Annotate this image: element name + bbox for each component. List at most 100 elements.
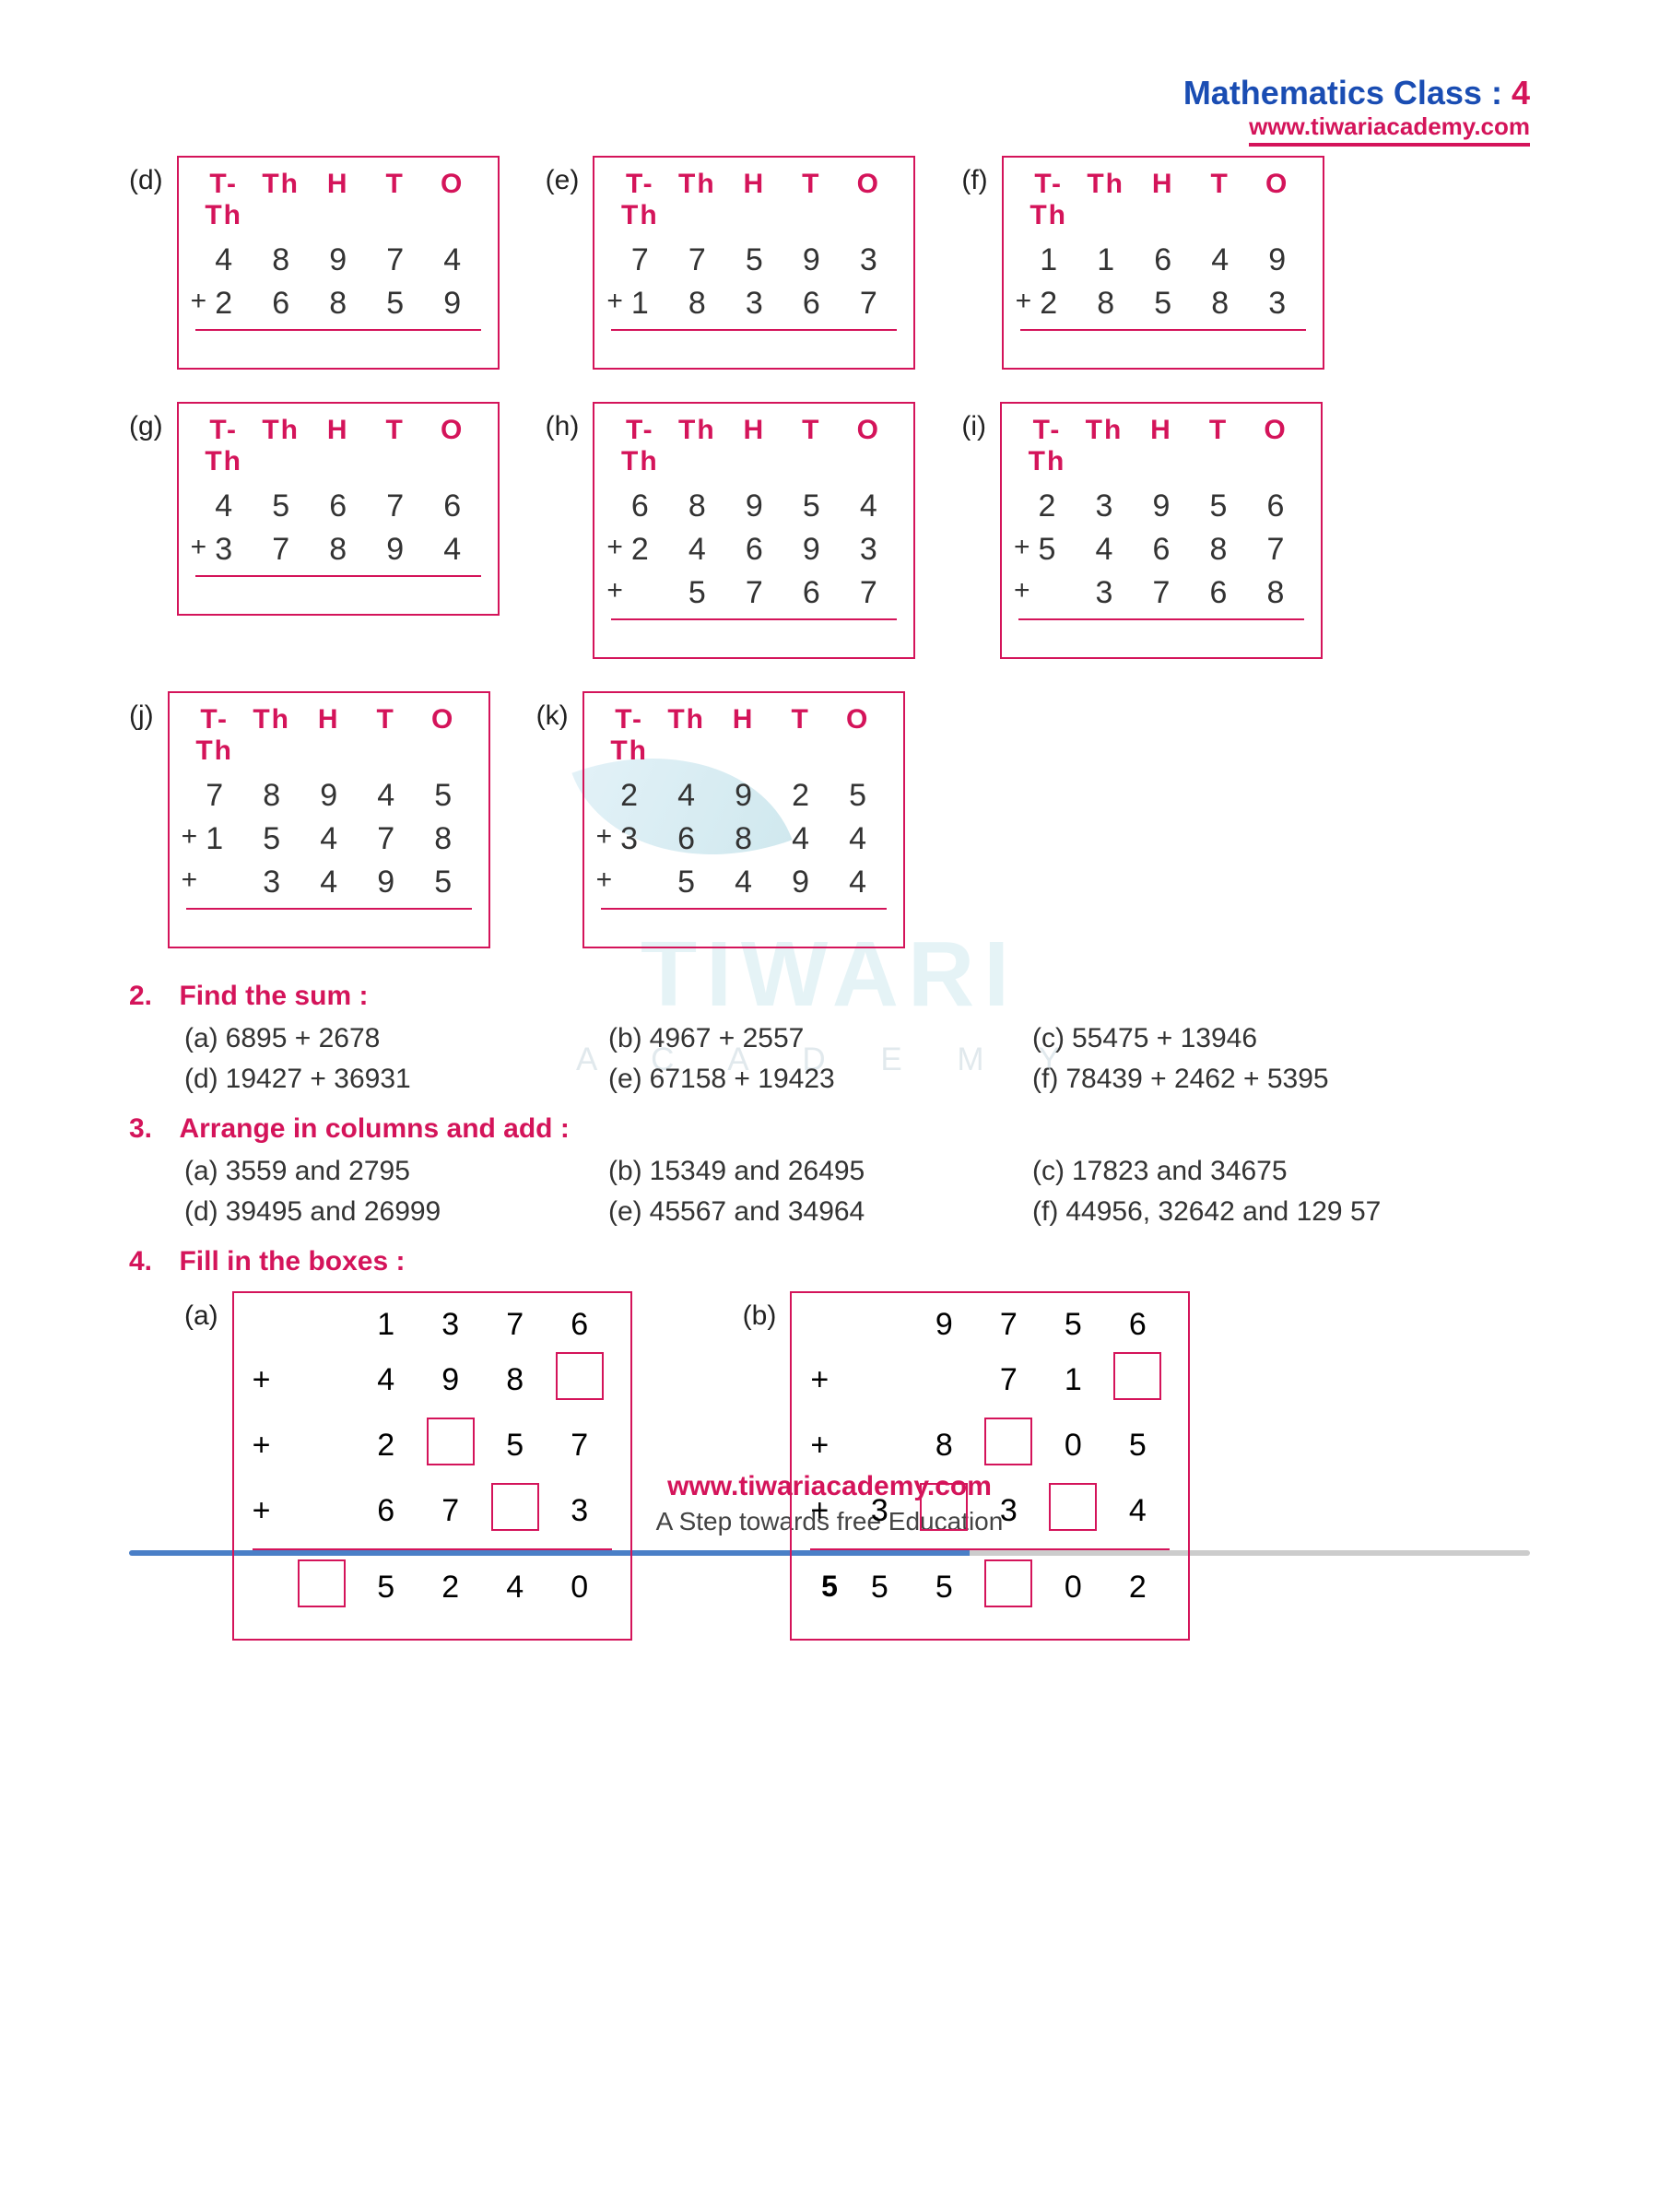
place-header-cell: O bbox=[424, 415, 481, 477]
digit-cell: 7 bbox=[1247, 532, 1304, 568]
sub-item-label: (e) bbox=[608, 1064, 642, 1094]
sub-item-text: 78439 + 2462 + 5395 bbox=[1065, 1064, 1328, 1094]
sub-item: (e)45567 and 34964 bbox=[608, 1196, 1005, 1228]
fill-cell: 6 bbox=[1105, 1307, 1170, 1343]
digit-cell: 4 bbox=[300, 865, 358, 900]
empty-box[interactable] bbox=[1049, 1483, 1097, 1531]
fill-cell bbox=[547, 1352, 612, 1408]
digit-cell: 7 bbox=[1133, 575, 1190, 611]
digit-cell: 4 bbox=[668, 532, 725, 568]
digit-cell: 8 bbox=[310, 286, 367, 322]
digit-cell: 5 bbox=[668, 575, 725, 611]
fill-cell: 3 bbox=[418, 1307, 483, 1343]
answer-cell: 0 bbox=[1041, 1570, 1105, 1606]
problem-label: (k) bbox=[536, 700, 569, 732]
digit-cell: 8 bbox=[1190, 532, 1247, 568]
fill-cell: 7 bbox=[483, 1307, 547, 1343]
fill-row: +257 bbox=[253, 1418, 612, 1474]
digit-cell: 9 bbox=[782, 242, 840, 278]
problem-label: (e) bbox=[546, 165, 580, 196]
place-header-cell: T-Th bbox=[611, 415, 668, 477]
place-header-cell: Th bbox=[1077, 169, 1135, 231]
sub-item-label: (f) bbox=[1032, 1064, 1058, 1094]
empty-box[interactable] bbox=[984, 1559, 1032, 1607]
operator: + bbox=[191, 286, 207, 317]
fill-cell bbox=[1105, 1352, 1170, 1408]
sub-item: (f)44956, 32642 and 129 57 bbox=[1032, 1196, 1429, 1228]
sub-item-label: (a) bbox=[184, 1156, 218, 1186]
digit-cell: 7 bbox=[358, 821, 415, 857]
number-row: +54687 bbox=[1018, 532, 1304, 568]
addition-box: T-ThThHTO11649+28583 bbox=[1002, 156, 1324, 370]
number-row: 11649 bbox=[1020, 242, 1306, 278]
place-header-cell: T bbox=[1190, 415, 1247, 477]
sum-line bbox=[1020, 329, 1306, 331]
sub-item-label: (a) bbox=[184, 1023, 218, 1053]
number-row: +5494 bbox=[601, 865, 887, 900]
fill-cell: 1 bbox=[1041, 1362, 1105, 1398]
empty-box[interactable] bbox=[298, 1559, 346, 1607]
addition-box: T-ThThHTO48974+26859 bbox=[177, 156, 500, 370]
empty-box[interactable] bbox=[984, 1418, 1032, 1465]
addition-box: T-ThThHTO24925+36844+5494 bbox=[582, 691, 905, 948]
digit-cell: 7 bbox=[840, 286, 897, 322]
sub-item-text: 44956, 32642 and 129 57 bbox=[1065, 1196, 1381, 1227]
place-header-cell: T-Th bbox=[186, 704, 243, 767]
digit-cell: 1 bbox=[1077, 242, 1135, 278]
operator: + bbox=[810, 1362, 847, 1398]
place-header-cell: T-Th bbox=[1020, 169, 1077, 231]
digit-cell: 4 bbox=[1192, 242, 1249, 278]
number-row: 77593 bbox=[611, 242, 897, 278]
place-header-cell: Th bbox=[243, 704, 300, 767]
number-row: +3495 bbox=[186, 865, 472, 900]
answer-row: 5240 bbox=[253, 1548, 612, 1616]
number-row: 23956 bbox=[1018, 488, 1304, 524]
q4-num: 4. bbox=[129, 1246, 175, 1277]
digit-cell: 4 bbox=[424, 242, 481, 278]
digit-cell: 3 bbox=[1076, 488, 1133, 524]
fill-cell: 3 bbox=[547, 1493, 612, 1529]
empty-box[interactable] bbox=[491, 1483, 539, 1531]
sum-line bbox=[195, 575, 481, 577]
digit-cell: 4 bbox=[772, 821, 830, 857]
number-row: +36844 bbox=[601, 821, 887, 857]
operator: + bbox=[182, 821, 198, 853]
digit-cell: 7 bbox=[840, 575, 897, 611]
operator: + bbox=[1014, 532, 1030, 563]
digit-cell: 5 bbox=[367, 286, 424, 322]
fill-row: +498 bbox=[253, 1352, 612, 1408]
fill-cell: 5 bbox=[483, 1428, 547, 1464]
digit-cell: 5 bbox=[415, 865, 472, 900]
sub-item-label: (b) bbox=[608, 1156, 642, 1186]
place-header-cell: T bbox=[367, 415, 424, 477]
operator: + bbox=[1014, 575, 1030, 606]
empty-box[interactable] bbox=[920, 1483, 968, 1531]
digit-cell: 9 bbox=[310, 242, 367, 278]
fill-row: 9756 bbox=[810, 1307, 1170, 1343]
digit-cell: 8 bbox=[253, 242, 310, 278]
empty-box[interactable] bbox=[1113, 1352, 1161, 1400]
digit-cell: 3 bbox=[1076, 575, 1133, 611]
number-row: +24693 bbox=[611, 532, 897, 568]
number-row: +28583 bbox=[1020, 286, 1306, 322]
empty-box[interactable] bbox=[427, 1418, 475, 1465]
sub-item: (d)19427 + 36931 bbox=[184, 1064, 581, 1095]
fill-cell: 7 bbox=[547, 1428, 612, 1464]
sub-item-text: 6895 + 2678 bbox=[226, 1023, 381, 1053]
empty-box[interactable] bbox=[556, 1352, 604, 1400]
sub-item: (b)15349 and 26495 bbox=[608, 1156, 1005, 1187]
fill-cell: 9 bbox=[418, 1362, 483, 1398]
digit-cell: 3 bbox=[840, 532, 897, 568]
answer-cell: 5 bbox=[912, 1570, 976, 1606]
digit-cell: 6 bbox=[310, 488, 367, 524]
digit-cell: 4 bbox=[830, 865, 887, 900]
sub-item-label: (e) bbox=[608, 1196, 642, 1227]
sub-item-label: (d) bbox=[184, 1196, 218, 1227]
digit-cell: 6 bbox=[782, 575, 840, 611]
number-row: +5767 bbox=[611, 575, 897, 611]
addition-box: T-ThThHTO45676+37894 bbox=[177, 402, 500, 616]
digit-cell: 4 bbox=[358, 778, 415, 814]
operator: + bbox=[596, 821, 613, 853]
digit-cell: 3 bbox=[243, 865, 300, 900]
digit-cell: 8 bbox=[243, 778, 300, 814]
